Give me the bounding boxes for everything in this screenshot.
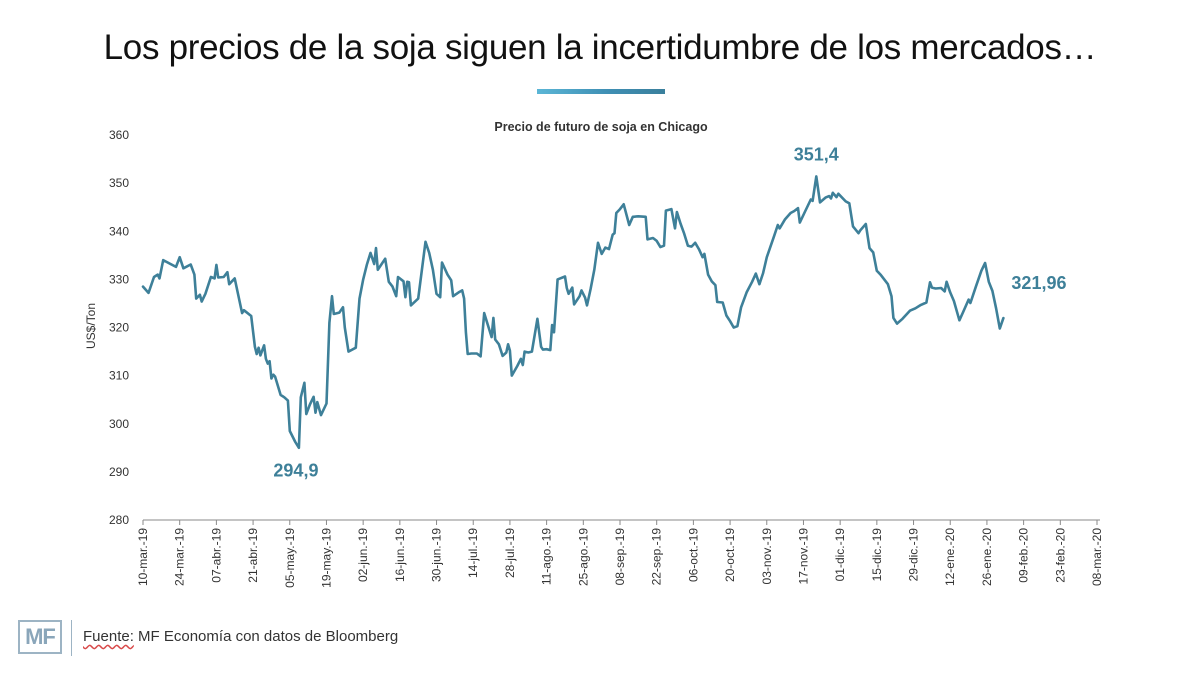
footer-source-label: Fuente: [83, 628, 134, 645]
x-tick-label: 06-oct.-19 [686, 528, 700, 582]
x-tick-label: 01-dic.-19 [833, 528, 847, 582]
chart-title: Precio de futuro de soja en Chicago [494, 120, 708, 134]
x-tick-label: 12-ene.-20 [943, 528, 957, 586]
y-axis-label: US$/Ton [84, 303, 98, 349]
annotation-label: 321,96 [1011, 273, 1066, 293]
x-tick-label: 07-abr.-19 [209, 528, 223, 583]
footer-source: Fuente: MF Economía con datos de Bloombe… [83, 628, 398, 645]
y-axis-ticks: 280 290 300 310 320 330 340 350 360 [109, 128, 129, 527]
footer-divider [71, 620, 72, 656]
y-tick-label: 320 [109, 321, 129, 335]
x-tick-label: 08-sep.-19 [613, 528, 627, 586]
y-tick-label: 310 [109, 369, 129, 383]
title-underline [537, 89, 665, 94]
x-tick-label: 21-abr.-19 [246, 528, 260, 583]
x-tick-label: 17-nov.-19 [796, 528, 810, 585]
x-tick-label: 29-dic.-19 [907, 528, 921, 582]
y-tick-label: 360 [109, 128, 129, 142]
x-tick-label: 22-sep.-19 [650, 528, 664, 586]
footer-source-text: MF Economía con datos de Bloomberg [138, 628, 399, 645]
x-tick-label: 16-jun.-19 [393, 528, 407, 582]
x-tick-label: 11-ago.-19 [540, 528, 554, 585]
x-tick-label: 09-feb.-20 [1017, 528, 1031, 583]
x-tick-label: 24-mar.-19 [173, 528, 187, 586]
x-tick-label: 25-ago.-19 [576, 528, 590, 586]
annotation-label: 294,9 [273, 460, 318, 480]
slide-title: Los precios de la soja siguen la incerti… [103, 28, 1097, 67]
x-tick-label: 20-oct.-19 [723, 528, 737, 582]
x-tick-label: 02-jun.-19 [356, 528, 370, 582]
chart-annotations: 351,4 294,9 321,96 [273, 144, 1066, 480]
x-tick-label: 14-jul.-19 [466, 528, 480, 578]
x-axis-ticks: 10-mar.-19 24-mar.-19 07-abr.-19 21-abr.-19… [136, 520, 1104, 588]
x-tick-label: 15-dic.-19 [870, 528, 884, 582]
x-tick-label: 10-mar.-19 [136, 528, 150, 586]
mf-logo-text: MF [25, 624, 56, 649]
x-tick-label: 19-may.-19 [319, 528, 333, 588]
series-line-soy-price [141, 175, 1005, 450]
y-tick-label: 300 [109, 417, 129, 431]
y-tick-label: 280 [109, 513, 129, 527]
annotation-label: 351,4 [794, 144, 839, 164]
x-tick-label: 23-feb.-20 [1053, 528, 1067, 583]
x-tick-label: 30-jun.-19 [430, 528, 444, 582]
y-tick-label: 330 [109, 272, 129, 286]
x-tick-label: 05-may.-19 [283, 528, 297, 588]
x-tick-label: 03-nov.-19 [760, 528, 774, 585]
x-tick-label: 08-mar.-20 [1090, 528, 1104, 586]
y-tick-label: 290 [109, 465, 129, 479]
x-tick-label: 26-ene.-20 [980, 528, 994, 586]
y-tick-label: 350 [109, 176, 129, 190]
x-tick-label: 28-jul.-19 [503, 528, 517, 578]
mf-logo: MF [18, 620, 62, 654]
y-tick-label: 340 [109, 224, 129, 238]
